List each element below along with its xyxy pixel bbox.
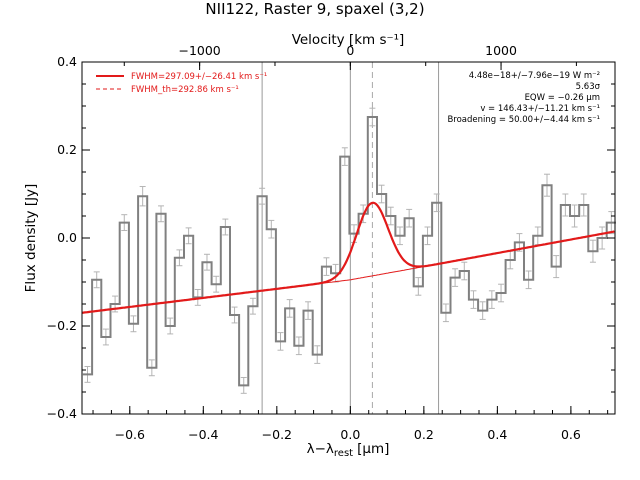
x-tick-label: 0.0: [340, 427, 360, 442]
x-tick-label: 0.6: [561, 427, 581, 442]
legend: FWHM=297.09+/−26.41 km s⁻¹ FWHM_th=292.8…: [96, 72, 267, 95]
x-axis-label-main: λ−λ: [307, 441, 334, 457]
spectrum-steps: [82, 116, 616, 387]
gaussian-fit-line: [81, 201, 615, 314]
x-tick-label: 0.4: [487, 427, 507, 442]
x-axis-label-sub: rest: [334, 448, 353, 459]
x-tick-label: 0.2: [414, 427, 434, 442]
annotation-broadening: Broadening = 50.00+/−4.44 km s⁻¹: [447, 115, 600, 125]
continuum-line: [81, 231, 615, 314]
x-axis-label: λ−λrest [μm]: [307, 441, 390, 459]
fit-annotations: 4.48e−18+/−7.96e−19 W m⁻² 5.63σ EQW = −0…: [447, 71, 600, 125]
x-tick-label: −0.2: [262, 427, 292, 442]
x-tick-label: −0.6: [115, 427, 145, 442]
top-axis-label: Velocity [km s⁻¹]: [292, 32, 405, 48]
top-tick-label: 0: [346, 43, 354, 58]
axis-ticks: −0.6 −0.4 −0.2 0.0 0.2 0.4 0.6 −0.4 −0.2 0.0 0.2 0.…: [47, 43, 615, 442]
spectrum-series: [82, 116, 616, 387]
legend-fwhm-th: FWHM_th=292.86 km s⁻¹: [131, 85, 239, 95]
top-tick-label: −1000: [178, 43, 220, 58]
chart-title: NII122, Raster 9, spaxel (3,2): [205, 0, 424, 18]
y-tick-label: 0.4: [57, 54, 77, 69]
annotation-flux: 4.48e−18+/−7.96e−19 W m⁻²: [469, 71, 600, 81]
annotation-snr: 5.63σ: [576, 82, 601, 92]
y-tick-label: 0.2: [57, 142, 77, 157]
error-bars: [84, 107, 615, 394]
annotation-eqw: EQW = −0.26 μm: [525, 93, 600, 103]
y-tick-label: −0.2: [47, 318, 77, 333]
reference-lines: [261, 62, 440, 414]
y-tick-label: 0.0: [57, 230, 77, 245]
y-tick-label: −0.4: [47, 406, 77, 421]
top-tick-label: 1000: [485, 43, 517, 58]
legend-fwhm: FWHM=297.09+/−26.41 km s⁻¹: [131, 72, 267, 82]
x-tick-label: −0.4: [188, 427, 218, 442]
y-axis-label: Flux density [Jy]: [23, 184, 39, 293]
fit-series: [81, 201, 615, 314]
x-axis-label-unit: [μm]: [357, 441, 389, 457]
annotation-velocity: v = 146.43+/−11.21 km s⁻¹: [480, 104, 600, 114]
